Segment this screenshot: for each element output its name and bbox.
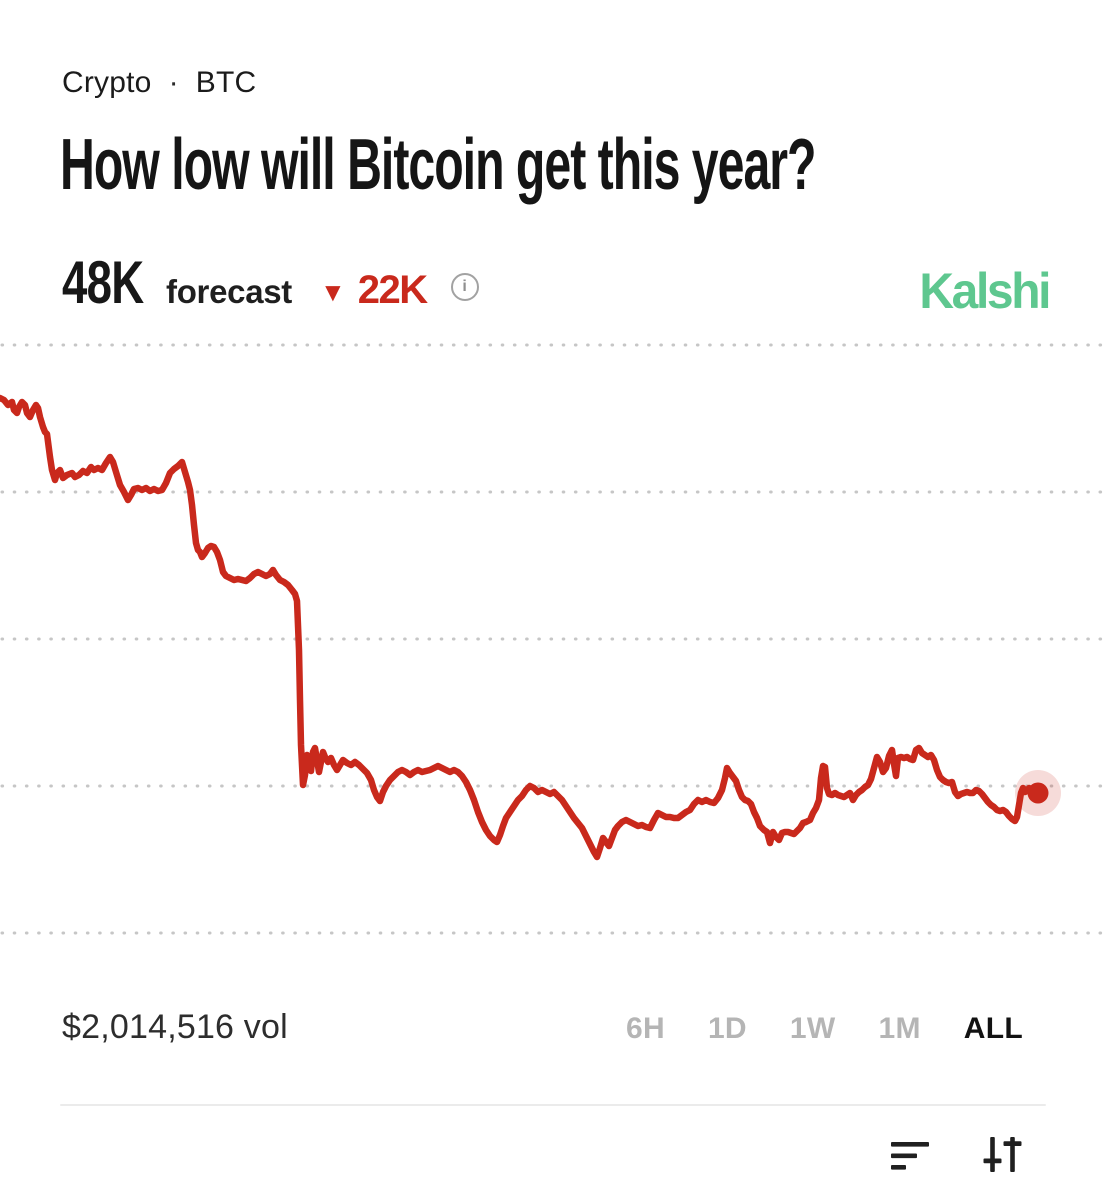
forecast-value: 48K bbox=[62, 249, 144, 316]
forecast-chart[interactable] bbox=[0, 330, 1106, 990]
filter-sliders-button[interactable] bbox=[974, 1126, 1030, 1184]
range-all[interactable]: ALL bbox=[963, 1012, 1023, 1045]
endpoint-dot bbox=[1027, 782, 1049, 804]
breadcrumb-item-btc[interactable]: BTC bbox=[195, 66, 257, 99]
down-triangle-icon: ▼ bbox=[320, 277, 346, 307]
sort-button[interactable] bbox=[882, 1130, 938, 1182]
range-1m[interactable]: 1M bbox=[878, 1012, 921, 1045]
divider bbox=[60, 1104, 1046, 1106]
breadcrumb-separator: · bbox=[168, 66, 179, 99]
page-title: How low will Bitcoin get this year? bbox=[60, 125, 817, 205]
forecast-line bbox=[0, 394, 1042, 861]
breadcrumb: Crypto · BTC bbox=[62, 66, 256, 100]
forecast-value-wrap: 48K bbox=[62, 248, 152, 317]
range-6h[interactable]: 6H bbox=[625, 1012, 665, 1045]
range-1w[interactable]: 1W bbox=[789, 1012, 836, 1045]
range-1d[interactable]: 1D bbox=[707, 1012, 747, 1045]
forecast-change: 22K bbox=[357, 268, 428, 312]
forecast-row: 48K forecast ▼ 22K i bbox=[62, 248, 479, 317]
info-icon: i bbox=[450, 272, 479, 301]
sort-lines-icon bbox=[891, 1142, 929, 1170]
kalshi-logo: Kalshi bbox=[919, 263, 1051, 319]
time-range-selector: 6H 1D 1W 1M ALL bbox=[626, 1012, 1023, 1046]
breadcrumb-item-crypto[interactable]: Crypto bbox=[62, 66, 152, 99]
forecast-label: forecast bbox=[166, 273, 292, 310]
info-button[interactable]: i bbox=[450, 272, 479, 301]
vertical-sliders-icon bbox=[983, 1137, 1021, 1172]
volume-label: $2,014,516 vol bbox=[62, 1008, 288, 1046]
